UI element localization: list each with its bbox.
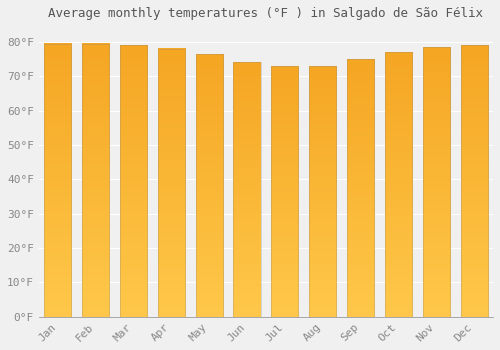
Title: Average monthly temperatures (°F ) in Salgado de São Félix: Average monthly temperatures (°F ) in Sa… bbox=[48, 7, 484, 20]
